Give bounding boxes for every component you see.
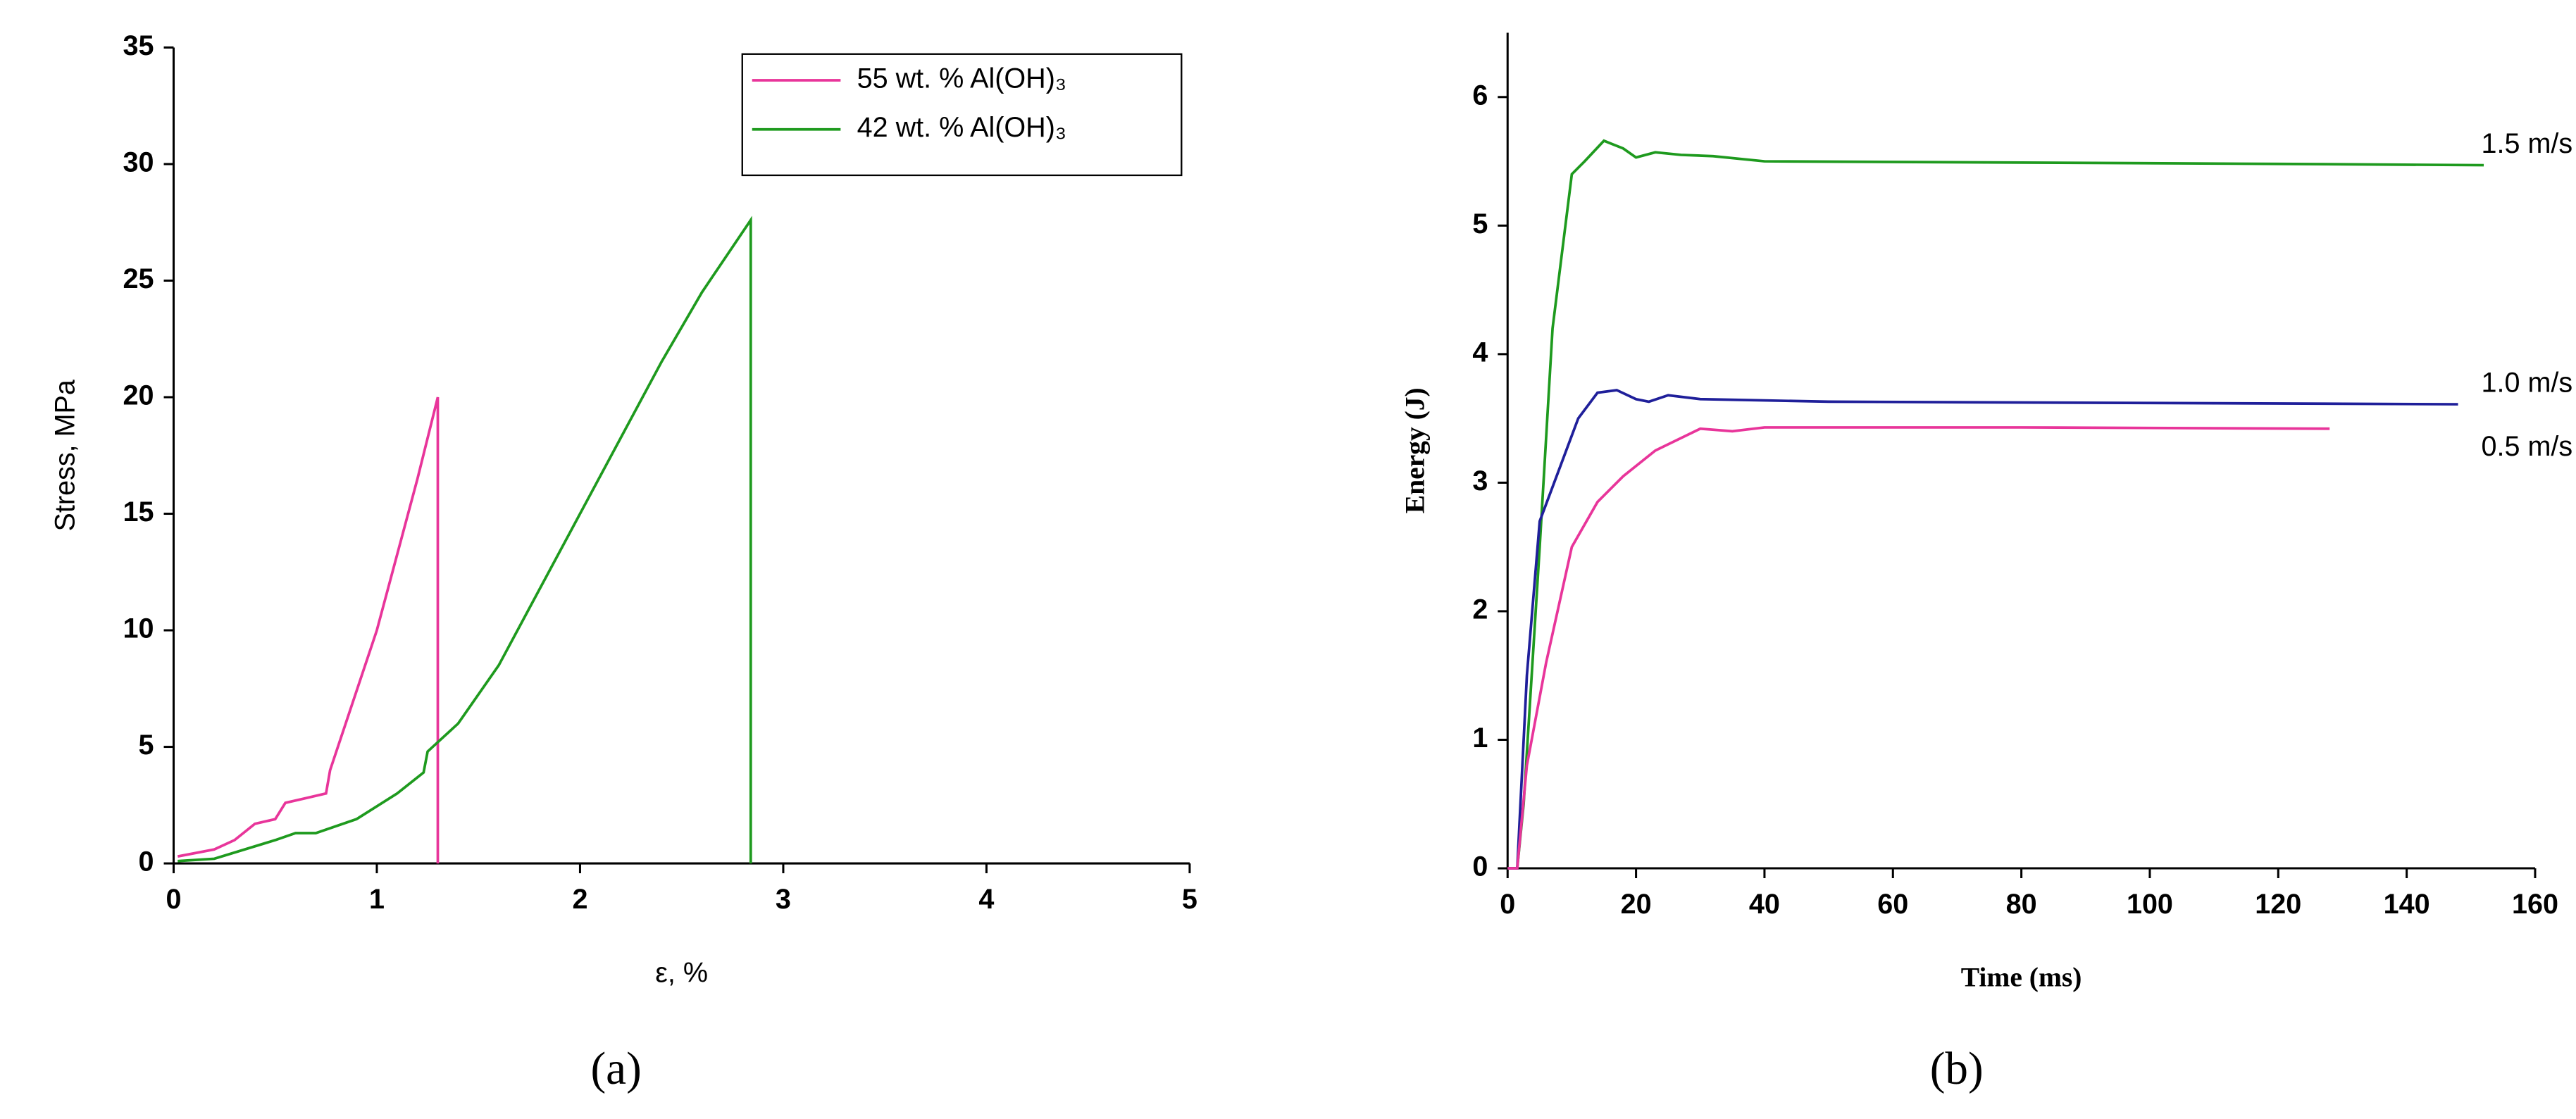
x-tick-label: 0 xyxy=(1500,889,1515,920)
x-axis-label: ε, % xyxy=(655,958,708,989)
x-tick-label: 4 xyxy=(978,884,994,915)
y-tick-label: 1 xyxy=(1472,723,1488,754)
series-label: 1.0 m/s xyxy=(2481,368,2572,399)
y-tick-label: 5 xyxy=(1472,208,1488,239)
x-axis-label: Time (ms) xyxy=(1961,961,2082,992)
y-tick-label: 2 xyxy=(1472,594,1488,625)
line-series xyxy=(178,215,752,864)
caption: (b) xyxy=(1930,1044,1984,1094)
line-series xyxy=(177,396,440,864)
series-label: 1.5 m/s xyxy=(2481,128,2572,159)
x-tick-label: 60 xyxy=(1877,889,1908,920)
x-tick-label: 100 xyxy=(2127,889,2173,920)
x-tick-label: 3 xyxy=(776,884,791,915)
y-tick-label: 0 xyxy=(139,846,154,877)
y-tick-label: 25 xyxy=(123,263,154,294)
caption: (a) xyxy=(590,1044,641,1094)
y-axis-label: Stress, MPa xyxy=(50,380,81,531)
x-tick-label: 140 xyxy=(2384,889,2430,920)
y-tick-label: 15 xyxy=(123,496,154,527)
x-tick-label: 80 xyxy=(2006,889,2037,920)
x-tick-label: 5 xyxy=(1182,884,1197,915)
x-tick-label: 0 xyxy=(166,884,181,915)
line-series xyxy=(1507,139,2484,870)
line-series xyxy=(1507,389,2458,870)
y-tick-label: 5 xyxy=(139,730,154,761)
x-tick-label: 2 xyxy=(572,884,587,915)
legend-box xyxy=(741,53,1183,177)
x-tick-label: 160 xyxy=(2512,889,2558,920)
y-tick-label: 3 xyxy=(1472,465,1488,496)
legend-label: 55 wt. % Al(OH)₃ xyxy=(857,63,1066,94)
y-tick-label: 20 xyxy=(123,380,154,411)
y-axis-label: Energy (J) xyxy=(1399,387,1430,513)
line-series xyxy=(1507,426,2330,870)
series-label: 0.5 m/s xyxy=(2481,431,2572,462)
y-tick-label: 6 xyxy=(1472,80,1488,111)
y-tick-label: 0 xyxy=(1472,851,1488,882)
x-tick-label: 120 xyxy=(2255,889,2301,920)
x-tick-label: 40 xyxy=(1749,889,1780,920)
y-tick-label: 10 xyxy=(123,613,154,644)
y-tick-label: 35 xyxy=(123,30,154,61)
legend-label: 42 wt. % Al(OH)₃ xyxy=(857,112,1066,143)
x-tick-label: 20 xyxy=(1621,889,1652,920)
y-tick-label: 4 xyxy=(1472,337,1488,368)
x-tick-label: 1 xyxy=(369,884,385,915)
y-tick-label: 30 xyxy=(123,146,154,177)
